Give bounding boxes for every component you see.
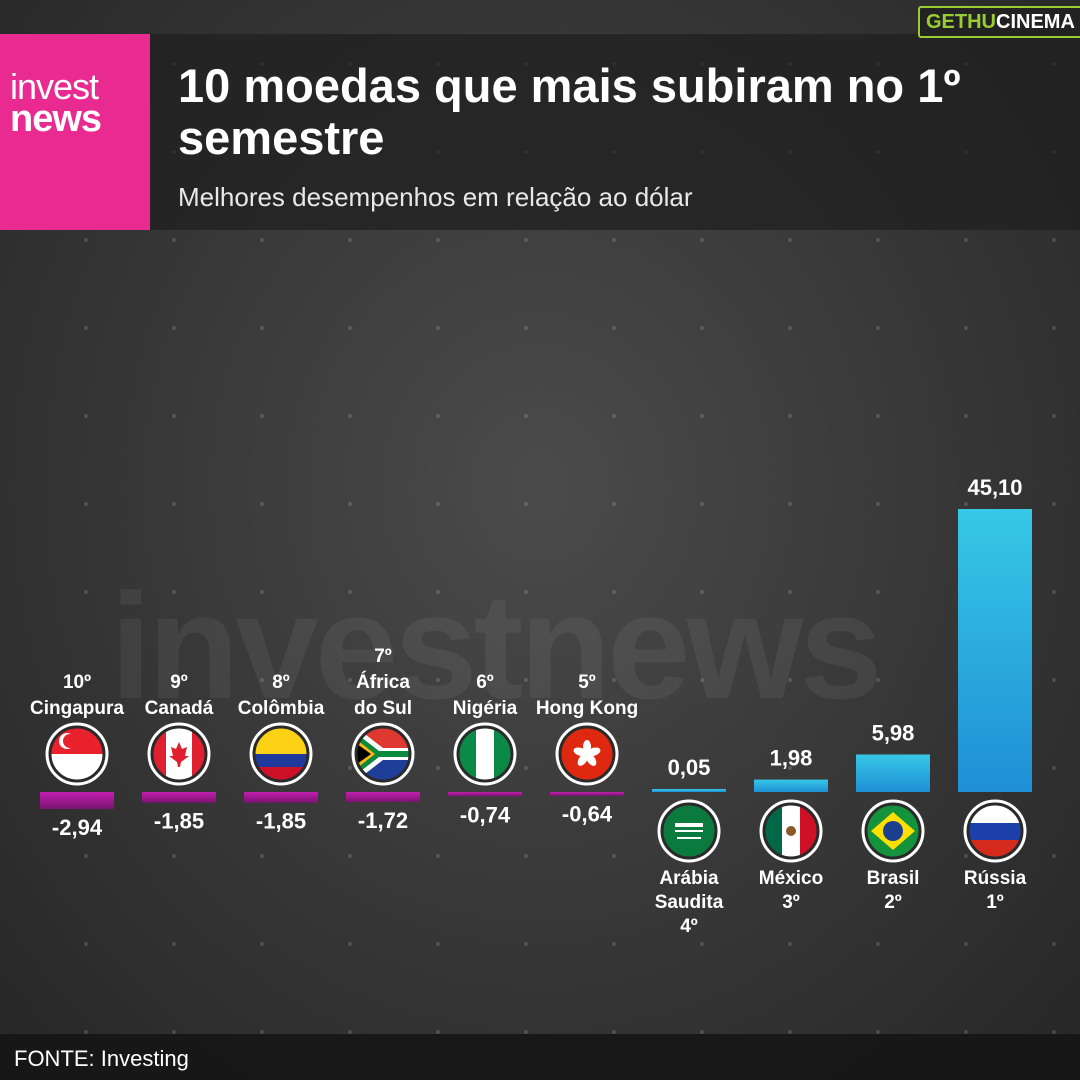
category-label: Nigéria [453,698,518,719]
bar-negative [244,792,318,803]
chart-subtitle: Melhores desempenhos em relação ao dólar [178,182,693,212]
value-label: 1,98 [770,746,813,771]
bar-negative [346,792,420,802]
nigeria-flag-icon [453,722,517,786]
category-label: Hong Kong [536,698,638,719]
value-label: -0,64 [562,802,613,827]
rank-label: 2º [884,892,902,913]
bar-negative [40,792,114,810]
value-label: -1,85 [256,809,306,834]
value-label: -1,72 [358,808,408,833]
header-bar [0,34,1080,230]
footer-bar [0,1034,1080,1080]
rank-label: 7º [374,646,392,667]
investnews-logo [0,34,150,230]
bar-positive [958,509,1032,792]
value-label: -0,74 [460,802,511,827]
rank-label: 6º [476,672,494,693]
saudi-arabia-flag-icon [657,799,721,863]
bar-negative [550,792,624,796]
rank-label: 9º [170,672,188,693]
brand-watermark: investnews [110,562,883,730]
logo-text-invest: invest [10,66,99,107]
category-label: Rússia [964,868,1027,889]
south-africa-flag-icon [351,722,415,786]
rank-label: 3º [782,892,800,913]
corner-tag-part1: GETHU [926,11,996,33]
category-label: Canadá [145,698,214,719]
rank-label: 10º [63,672,91,693]
corner-tag-part2: CINEMA [996,11,1075,33]
colombia-flag-icon [249,722,313,786]
bar-positive [856,754,930,792]
corner-brand-tag: GETHUCINEMA [918,6,1080,38]
category-label: Brasil [867,868,920,889]
rank-label: 4º [680,916,698,937]
category-label: Cingapura [30,698,124,719]
singapore-flag-icon [45,722,109,786]
rank-label: 1º [986,892,1004,913]
logo-text-news: news [10,98,102,140]
bar-negative [142,792,216,803]
mexico-flag-icon [759,799,823,863]
russia-flag-icon [963,799,1027,863]
canada-flag-icon [147,722,211,786]
category-label: Saudita [655,892,724,913]
category-label: Colômbia [238,698,325,719]
value-label: 45,10 [967,475,1022,500]
category-label: Arábia [659,868,719,889]
bar-positive [652,789,726,792]
chart-title: 10 moedas que mais subiram no 1º semestr… [178,59,961,164]
value-label: -1,85 [154,809,204,834]
bar-positive [754,779,828,792]
value-label: 0,05 [668,755,711,780]
value-label: 5,98 [872,720,915,745]
hong-kong-flag-icon [555,722,619,786]
category-label: do Sul [354,698,412,719]
brazil-flag-icon [861,799,925,863]
category-label: África [356,671,410,693]
source-note: FONTE: Investing [14,1046,189,1071]
rank-label: 8º [272,672,290,693]
bar-negative [448,792,522,797]
rank-label: 5º [578,672,596,693]
value-label: -2,94 [52,815,103,840]
category-label: México [759,868,823,889]
